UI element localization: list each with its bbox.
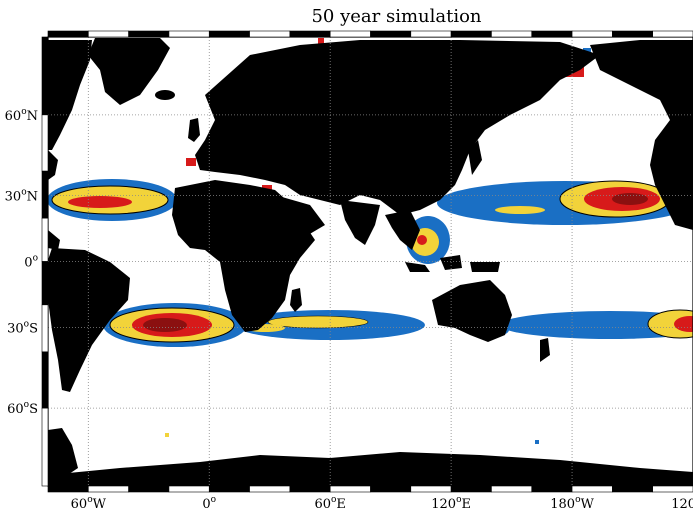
- map-title: 50 year simulation: [311, 6, 482, 27]
- frame-segment: [329, 30, 371, 38]
- frame-segment: [41, 261, 49, 306]
- lat-tick-label: 30oN: [5, 187, 38, 204]
- land-layer: [48, 38, 693, 486]
- north-atlantic-gyre: [48, 179, 177, 221]
- frame-segment: [47, 485, 89, 493]
- frame-segment: [571, 485, 613, 493]
- frame-segment: [128, 485, 170, 493]
- frame-segment: [128, 30, 170, 38]
- frame-segment: [88, 485, 129, 493]
- frame-segment: [450, 485, 492, 493]
- frame-segment: [41, 304, 49, 353]
- frame-segment: [491, 30, 533, 38]
- frame-segment: [612, 30, 653, 38]
- frame-segment: [289, 485, 331, 493]
- frame-segment: [88, 30, 129, 38]
- frame-segment: [531, 485, 573, 493]
- south-pacific-gyre: [500, 309, 693, 339]
- lon-tick-label: 180oW: [550, 495, 594, 512]
- frame-segment: [370, 485, 412, 493]
- frame-segment: [289, 30, 331, 38]
- frame-segment: [531, 30, 573, 38]
- lon-tick-label: 60oE: [314, 495, 345, 512]
- frame-segment: [208, 485, 250, 493]
- frame-segment: [329, 485, 371, 493]
- frame-segment: [41, 170, 49, 219]
- lon-tick-label: 0o: [202, 495, 216, 512]
- north-pacific-gyre: [437, 180, 693, 225]
- density-layer: [48, 38, 693, 444]
- frame-segment: [410, 30, 452, 38]
- lon-tick-label: 120oW: [671, 495, 693, 512]
- frame-segment: [491, 485, 533, 493]
- frame-segment: [571, 30, 613, 38]
- frame-segment: [41, 217, 49, 262]
- map-frame: [41, 30, 693, 493]
- frame-segment: [41, 407, 49, 487]
- frame-segment: [41, 36, 49, 116]
- longitude-labels: 60oW 0o 60oE 120oE 180oW 120oW: [71, 495, 693, 512]
- frame-segment: [41, 114, 49, 172]
- frame-segment: [249, 485, 291, 493]
- frame-segment: [652, 30, 693, 38]
- lat-tick-label: 0o: [24, 254, 38, 271]
- frame-segment: [208, 30, 250, 38]
- frame-segment: [652, 485, 693, 493]
- lon-tick-label: 120oE: [431, 495, 471, 512]
- frame-segment: [47, 30, 89, 38]
- frame-segment: [168, 30, 210, 38]
- indian-ocean-band: [235, 310, 425, 340]
- south-atlantic-gyre: [103, 303, 247, 347]
- frame-segment: [41, 351, 49, 409]
- lon-tick-label: 60oW: [71, 495, 107, 512]
- frame-segment: [370, 30, 412, 38]
- latitude-labels: 60oN 30oN 0o 30oS 60oS: [5, 107, 38, 417]
- frame-segment: [168, 485, 210, 493]
- lat-tick-label: 60oS: [7, 400, 38, 417]
- frame-segment: [410, 485, 452, 493]
- graticule: [48, 37, 693, 486]
- lat-tick-label: 30oS: [7, 320, 38, 337]
- frame-segment: [450, 30, 492, 38]
- frame-segment: [249, 30, 291, 38]
- frame-segment: [612, 485, 653, 493]
- lat-tick-label: 60oN: [5, 107, 38, 124]
